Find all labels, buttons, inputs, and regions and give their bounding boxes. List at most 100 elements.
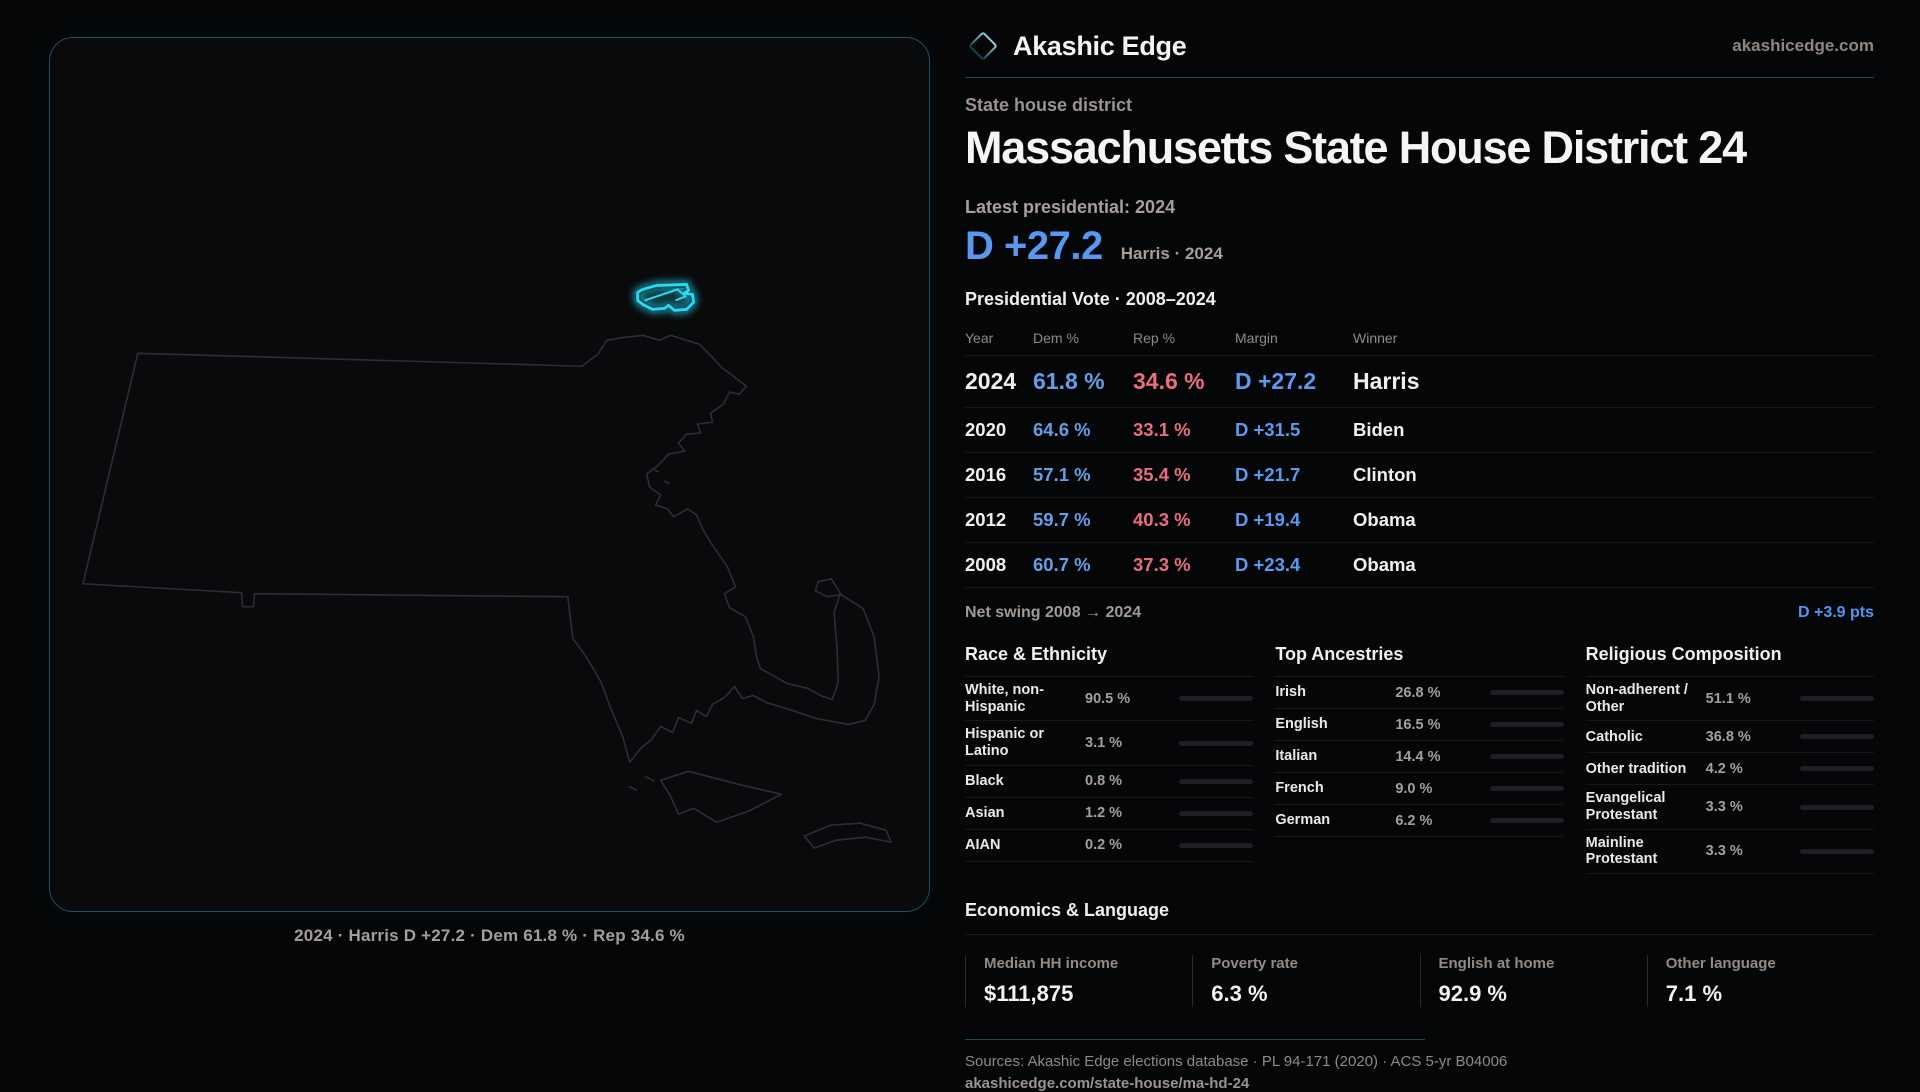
vote-table-body: 2024 61.8 % 34.6 % D +27.2 Harris 2020 6…: [965, 356, 1874, 588]
year-cell: 2012: [965, 509, 1007, 530]
brand-header: Akashic Edge akashicedge.com: [965, 0, 1874, 64]
year-cell: 2008: [965, 554, 1007, 575]
demo-label: Irish: [1275, 684, 1306, 701]
demo-label: Black: [965, 772, 1004, 789]
section-title: Race & Ethnicity: [965, 644, 1108, 664]
demo-value: 0.8 %: [1085, 773, 1123, 790]
list-item: Hispanic or Latino 3.1 %: [965, 721, 1254, 766]
footer-sources: Sources: Akashic Edge elections database…: [965, 1053, 1508, 1071]
list-item: White, non-Hispanic 90.5 %: [965, 677, 1254, 722]
demo-value: 9.0 %: [1395, 780, 1433, 797]
ancestry-rows: Irish 26.8 % English 16.5 % Italian: [1275, 676, 1564, 837]
demo-bar-track: [1179, 778, 1254, 784]
headline-margin-row: D +27.2 Harris · 2024: [965, 224, 1874, 269]
winner-cell: Harris: [1353, 368, 1420, 394]
footer-divider: [965, 1039, 1425, 1041]
demographics-section: Race & Ethnicity White, non-Hispanic 90.…: [965, 644, 1874, 875]
table-row: 2024 61.8 % 34.6 % D +27.2 Harris: [965, 356, 1874, 408]
demo-bar-track: [1489, 818, 1564, 823]
margin-cell: D +31.5: [1235, 419, 1301, 440]
rep-cell: 33.1 %: [1133, 419, 1191, 440]
demo-label: White, non-Hispanic: [965, 682, 1044, 715]
state-outline: [82, 334, 892, 849]
page-title: Massachusetts State House District 24: [965, 122, 1747, 173]
demo-bar-track: [1179, 842, 1254, 848]
margin-cell: D +27.2: [1235, 368, 1317, 394]
section-title: Religious Composition: [1585, 644, 1782, 664]
demo-label: Asian: [965, 804, 1005, 821]
year-cell: 2020: [965, 419, 1007, 440]
demo-label: Other tradition: [1585, 760, 1687, 777]
demo-bar-track: [1179, 810, 1254, 816]
net-swing-row: Net swing 2008 → 2024 D +3.9 pts: [965, 590, 1874, 622]
table-row: 2008 60.7 % 37.3 % D +23.4 Obama: [965, 543, 1874, 588]
demo-label: Non-adherent / Other: [1585, 682, 1688, 715]
demo-value: 51.1 %: [1705, 690, 1751, 707]
list-item: Non-adherent / Other 51.1 %: [1585, 677, 1874, 722]
brand-name: Akashic Edge: [1013, 30, 1187, 61]
diamond-logo-icon: [969, 32, 997, 60]
dem-cell: 61.8 %: [1033, 368, 1105, 394]
headline-margin-value: D +27.2: [965, 224, 1103, 268]
demo-bar-track: [1489, 690, 1564, 695]
demo-label: Catholic: [1585, 728, 1643, 745]
stat-value: $111,875: [984, 981, 1074, 1007]
net-swing-label: Net swing 2008 → 2024: [965, 604, 1142, 621]
stat-block: English at home 92.9 %: [1419, 955, 1647, 1008]
demo-bar-track: [1489, 786, 1564, 791]
table-row: 2020 64.6 % 33.1 % D +31.5 Biden: [965, 408, 1874, 453]
stat-value: 92.9 %: [1438, 981, 1508, 1007]
rep-cell: 35.4 %: [1133, 464, 1191, 485]
list-item: Catholic 36.8 %: [1585, 721, 1874, 754]
demo-value: 0.2 %: [1085, 837, 1123, 854]
list-item: Mainline Protestant 3.3 %: [1585, 830, 1874, 875]
col-year: Year: [965, 330, 994, 346]
stat-value: 7.1 %: [1665, 981, 1723, 1007]
rep-cell: 40.3 %: [1133, 509, 1191, 530]
demo-value: 3.3 %: [1705, 799, 1743, 816]
stat-label: Poverty rate: [1211, 955, 1298, 973]
kicker: State house district: [965, 95, 1133, 115]
demo-label: AIAN: [965, 836, 1001, 853]
demo-value: 16.5 %: [1395, 716, 1441, 733]
demo-bar-track: [1800, 804, 1874, 810]
list-item: French 9.0 %: [1275, 773, 1564, 805]
margin-cell: D +19.4: [1235, 509, 1301, 530]
demo-value: 36.8 %: [1705, 728, 1751, 745]
list-item: German 6.2 %: [1275, 805, 1564, 837]
demo-value: 3.1 %: [1085, 735, 1123, 752]
vote-table-title: Presidential Vote · 2008–2024: [965, 289, 1216, 309]
race-rows: White, non-Hispanic 90.5 % Hispanic or L…: [965, 676, 1254, 862]
section-title: Top Ancestries: [1275, 644, 1404, 664]
col-margin: Margin: [1235, 330, 1278, 346]
demo-label: Italian: [1275, 748, 1318, 765]
list-item: Black 0.8 %: [965, 766, 1254, 798]
demo-value: 1.2 %: [1085, 805, 1123, 822]
demo-value: 26.8 %: [1395, 684, 1441, 701]
vote-table-header: Year Dem % Rep % Margin Winner: [965, 324, 1874, 356]
district-24-shape[interactable]: [634, 280, 698, 314]
detail-pane: Akashic Edge akashicedge.com State house…: [965, 0, 1874, 1092]
col-rep: Rep %: [1133, 330, 1176, 346]
demo-label: Evangelical Protestant: [1585, 790, 1666, 824]
list-item: AIAN 0.2 %: [965, 830, 1254, 862]
stat-label: English at home: [1438, 955, 1555, 973]
stat-value: 6.3 %: [1211, 981, 1268, 1007]
massachusetts-map: [82, 280, 892, 849]
latest-presidential-label: Latest presidential: 2024: [965, 197, 1176, 217]
list-item: Asian 1.2 %: [965, 798, 1254, 830]
demo-value: 90.5 %: [1085, 690, 1131, 707]
winner-cell: Obama: [1353, 554, 1416, 575]
demo-label: French: [1275, 780, 1324, 797]
list-item: Italian 14.4 %: [1275, 741, 1564, 773]
margin-cell: D +23.4: [1235, 554, 1301, 575]
demo-bar-track: [1179, 740, 1254, 746]
brand-site-link[interactable]: akashicedge.com: [1732, 36, 1874, 55]
race-ethnicity-column: Race & Ethnicity White, non-Hispanic 90.…: [965, 644, 1254, 874]
demo-bar-track: [1489, 722, 1564, 727]
footer-permalink[interactable]: akashicedge.com/state-house/ma-hd-24: [965, 1075, 1250, 1092]
dem-cell: 57.1 %: [1033, 464, 1091, 485]
dem-cell: 64.6 %: [1033, 419, 1091, 440]
demo-value: 4.2 %: [1705, 760, 1743, 777]
ancestries-column: Top Ancestries Irish 26.8 % English 16.5…: [1275, 644, 1564, 874]
